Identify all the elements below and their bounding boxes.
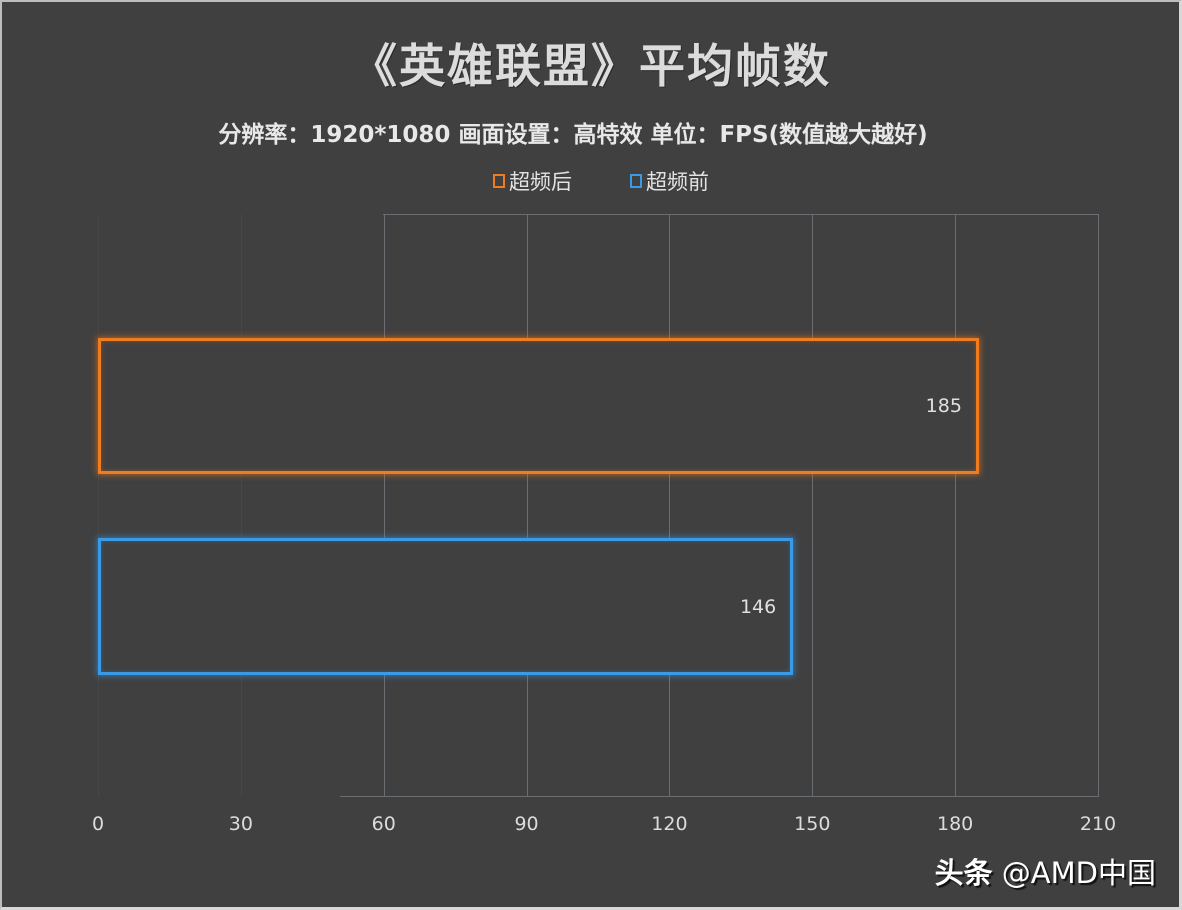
gridline: [955, 214, 957, 797]
gridline: [383, 214, 385, 797]
data-label: 185: [925, 395, 962, 417]
watermark: 头条 @AMD中国: [935, 850, 1156, 892]
legend-label: 超频前: [646, 170, 709, 194]
x-tick: 90: [514, 813, 539, 835]
x-tick: 210: [1079, 813, 1117, 835]
legend-label: 超频后: [509, 170, 572, 194]
legend-item-after-oc: 超频后: [493, 166, 572, 196]
gridline: [812, 214, 814, 797]
gridline: [526, 214, 528, 797]
x-tick: 180: [937, 813, 974, 835]
watermark-brand: 头条: [934, 856, 993, 890]
gridline: [240, 214, 242, 797]
bar-after-oc: 185: [98, 338, 979, 474]
chart-subtitle: 分辨率：1920*1080 画面设置：高特效 单位：FPS(数值越大越好): [218, 122, 928, 148]
gridline: [669, 214, 671, 797]
watermark-handle: @AMD中国: [1001, 856, 1156, 890]
x-tick: 0: [91, 813, 105, 835]
data-label: 146: [739, 595, 777, 618]
legend: 超频后 超频前: [0, 166, 1182, 196]
chart-title: 《英雄联盟》平均帧数: [351, 39, 831, 93]
x-tick: 60: [371, 813, 396, 835]
gridline: [98, 214, 99, 797]
plot-bottom-border: [340, 796, 1098, 797]
legend-item-before-oc: 超频前: [630, 166, 709, 196]
bar-before-oc: 146: [98, 538, 794, 675]
x-tick: 30: [228, 813, 253, 835]
x-tick: 150: [794, 813, 831, 835]
legend-swatch-blue-icon: [630, 174, 642, 188]
plot-area: 185 146: [98, 214, 1099, 797]
x-tick: 120: [651, 813, 688, 835]
legend-swatch-orange-icon: [493, 174, 505, 188]
plot-top-border: [383, 214, 1098, 215]
gridline: [1098, 214, 1099, 797]
